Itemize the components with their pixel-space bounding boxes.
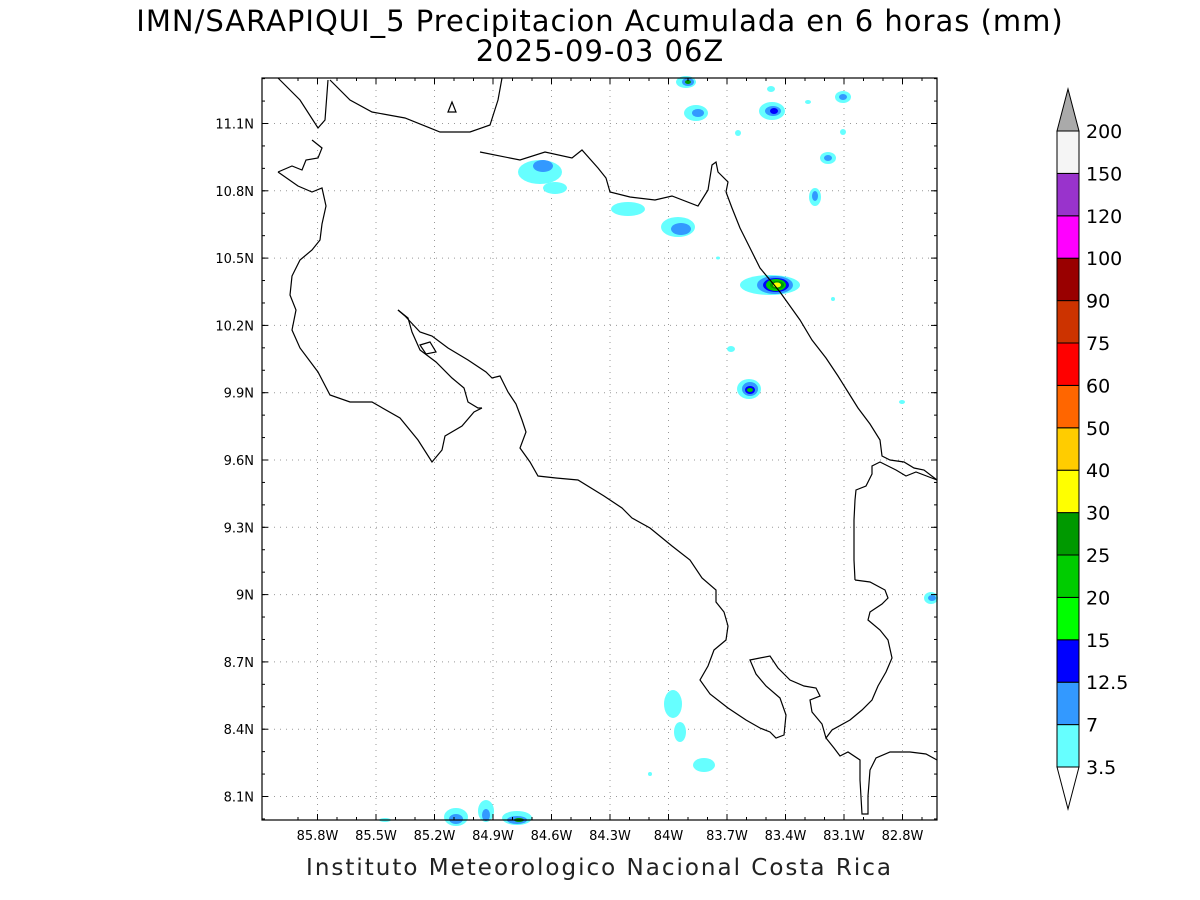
colorbar-label: 40 — [1086, 460, 1110, 482]
lon-label: 85.2W — [414, 829, 456, 844]
longitude-labels: 85.8W 85.5W 85.2W 84.9W 84.6W 84.3W 84W 83.7W 83… — [297, 829, 924, 844]
plot-frame — [262, 78, 937, 820]
lon-label: 83.7W — [706, 829, 748, 844]
colorbar-segment — [1056, 342, 1080, 386]
colorbar-label: 30 — [1086, 503, 1110, 525]
colorbar-label: 3.5 — [1086, 757, 1116, 779]
colorbar-label: 75 — [1086, 333, 1110, 355]
colorbar-label: 150 — [1086, 163, 1122, 185]
lat-label: 9.9N — [224, 387, 254, 402]
colorbar-segment — [1056, 427, 1080, 471]
lat-label: 9N — [236, 589, 254, 604]
colorbar-upper-arrow — [1056, 87, 1080, 132]
colorbar-segment — [1056, 384, 1080, 429]
lon-label: 82.8W — [882, 829, 924, 844]
colorbar-segment — [1056, 512, 1080, 556]
colorbar-label: 12.5 — [1086, 672, 1128, 694]
lat-label: 9.3N — [224, 521, 254, 536]
colorbar-segment — [1056, 724, 1080, 768]
lon-label: 83.4W — [765, 829, 807, 844]
colorbar-label: 7 — [1086, 715, 1098, 737]
colorbar-label: 200 — [1086, 121, 1122, 143]
colorbar-segment — [1056, 300, 1080, 344]
colorbar-segment — [1056, 215, 1080, 259]
lat-label: 8.4N — [224, 723, 254, 738]
footer-credit: Instituto Meteorologico Nacional Costa R… — [306, 855, 893, 881]
colorbar-segment — [1056, 469, 1080, 514]
coastline — [277, 77, 938, 815]
lon-label: 84W — [654, 829, 684, 844]
latitude-labels: 11.1N 10.8N 10.5N 10.2N 9.9N 9.6N 9.3N 9N 8.7N 8.… — [215, 118, 254, 806]
lat-label: 10.2N — [215, 319, 254, 334]
colorbar-label: 50 — [1086, 418, 1110, 440]
lat-label: 9.6N — [224, 454, 254, 469]
colorbar-label: 25 — [1086, 545, 1110, 567]
colorbar-label: 15 — [1086, 630, 1110, 652]
lon-label: 84.6W — [531, 829, 573, 844]
colorbar-segment — [1056, 681, 1080, 726]
colorbar-segment — [1056, 130, 1080, 174]
colorbar-label: 100 — [1086, 248, 1122, 270]
map-title: IMN/SARAPIQUI_5 Precipitacion Acumulada … — [136, 4, 1064, 38]
colorbar-segment — [1056, 639, 1080, 683]
lon-label: 85.8W — [297, 829, 339, 844]
lat-label: 11.1N — [215, 118, 254, 133]
colorbar: 3.5 7 12.5 15 20 25 30 40 50 60 75 90 100 120 150 200 — [1056, 87, 1128, 811]
colorbar-segment — [1056, 596, 1080, 641]
lat-label: 10.5N — [215, 252, 254, 267]
lat-label: 8.7N — [224, 656, 254, 671]
colorbar-segment — [1056, 554, 1080, 598]
colorbar-label: 20 — [1086, 587, 1110, 609]
colorbar-segment — [1056, 172, 1080, 217]
precipitation-field — [379, 76, 938, 826]
lon-label: 85.5W — [355, 829, 397, 844]
colorbar-label: 90 — [1086, 291, 1110, 313]
map-date: 2025-09-03 06Z — [475, 34, 725, 68]
colorbar-label: 60 — [1086, 375, 1110, 397]
lon-label: 84.3W — [589, 829, 631, 844]
lat-label: 10.8N — [215, 185, 254, 200]
colorbar-lower-arrow — [1056, 766, 1080, 811]
lon-label: 84.9W — [472, 829, 514, 844]
lat-label: 8.1N — [224, 791, 254, 806]
axis-ticks — [262, 78, 937, 820]
colorbar-segment — [1056, 257, 1080, 302]
colorbar-label: 120 — [1086, 206, 1122, 228]
lon-label: 83.1W — [823, 829, 865, 844]
